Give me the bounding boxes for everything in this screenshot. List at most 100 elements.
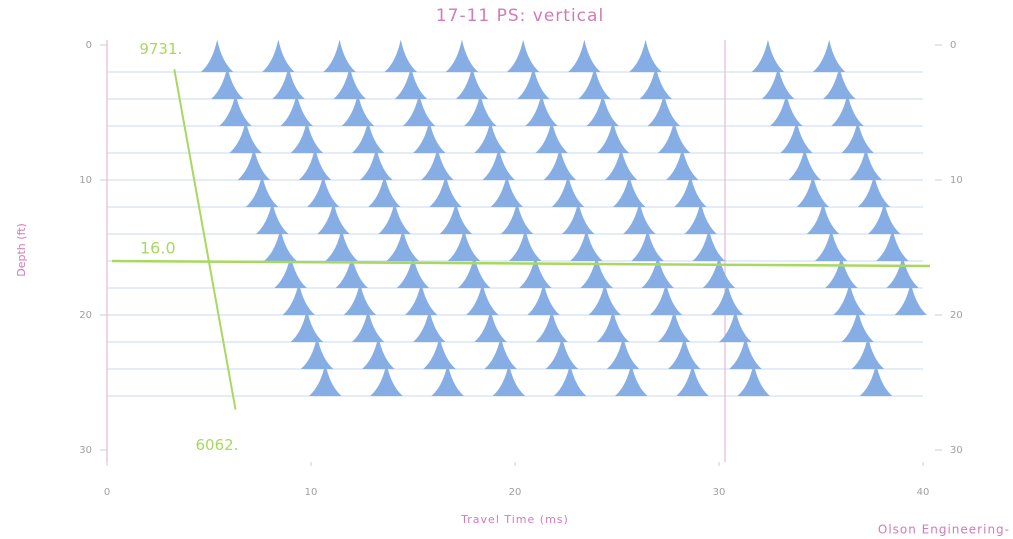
x-tick-label: 40 [917, 487, 930, 498]
wiggle-peak [641, 255, 675, 288]
wiggle-peak [796, 174, 830, 207]
wiggle-peak [431, 363, 464, 396]
wiggle-peak [429, 174, 462, 207]
wiggle-peak [280, 93, 314, 126]
wiggle-peak [525, 93, 558, 126]
wiggle-peak [851, 336, 885, 369]
wiggle-peak [886, 255, 919, 288]
wiggle-peak [535, 120, 569, 153]
wiggle-peak [386, 228, 420, 261]
y-tick-label: 10 [79, 175, 92, 186]
wiggle-peak [306, 174, 340, 207]
wiggle-peak [657, 120, 691, 153]
wiggle-peak [482, 147, 515, 180]
wiggle-peak [623, 201, 656, 234]
wiggle-peak [484, 336, 518, 369]
wiggle-peak [370, 363, 403, 396]
wiggle-peak [423, 336, 456, 369]
wiggle-peak [362, 336, 395, 369]
wiggle-peak [384, 39, 418, 72]
wiggle-peak [351, 120, 385, 153]
credit: Olson Engineering- [878, 523, 1010, 537]
wiggle-peak [867, 201, 901, 234]
wiggle-peak [631, 228, 664, 261]
wiggle-peak [508, 228, 542, 261]
wiggle-peak [729, 336, 762, 369]
wiggle-peak [335, 255, 369, 288]
wiggle-peak [341, 93, 375, 126]
wiggle-peak [588, 282, 622, 315]
wiggle-peak [447, 228, 481, 261]
wiggle-peak [517, 66, 550, 99]
wiggle-peak [825, 255, 858, 288]
wiggle-peak [702, 255, 736, 288]
wiggle-peak [647, 93, 681, 126]
wiggle-peak [823, 66, 856, 99]
wiggle-peak [394, 66, 428, 99]
depth-label: 16.0 [140, 239, 176, 258]
wiggle-peak [464, 93, 497, 126]
wiggle-peak [676, 363, 709, 396]
wiggle-peak [684, 201, 717, 234]
wiggle-peak [649, 282, 683, 315]
wiggle-peak [317, 201, 350, 234]
wiggle-peak [325, 228, 358, 261]
wiggle-peak [421, 147, 454, 180]
depth-line [111, 259, 931, 268]
wiggle-peak [674, 174, 707, 207]
wiggle-peak [580, 255, 613, 288]
wiggle-peak [229, 120, 263, 153]
velocity-line [173, 69, 237, 410]
wiggle-peak [831, 93, 864, 126]
wiggle-peak [404, 282, 438, 315]
wiggle-peak [551, 174, 585, 207]
wiggle-peak [614, 363, 648, 396]
x-tick-label: 20 [509, 487, 522, 498]
wiggle-peak [841, 120, 875, 153]
wiggle-peak [333, 66, 367, 99]
wiggle-peak [439, 201, 473, 234]
wiggle-peak [814, 228, 848, 261]
wiggle-peak [351, 309, 385, 342]
wiggle-peak [812, 39, 846, 72]
x-tick-label: 0 [104, 487, 110, 498]
wiggle-peak [751, 39, 785, 72]
wiggle-peak [492, 363, 526, 396]
wiggle-peak [788, 147, 821, 180]
wiggle-peak [413, 309, 446, 342]
wiggle-peak [859, 363, 893, 396]
wiggle-peak [211, 66, 244, 99]
y-tick-label-right: 10 [950, 175, 963, 186]
wiggle-peak [761, 66, 795, 99]
wiggle-peak [457, 255, 491, 288]
wiggle-peak [445, 39, 479, 72]
wiggle-peak [506, 39, 540, 72]
wiggle-peak [596, 309, 630, 342]
wiggle-peak [274, 255, 307, 288]
wiggle-peak [553, 363, 587, 396]
wiggle-peak [402, 93, 436, 126]
wiggle-peak [455, 66, 489, 99]
wiggle-peak [857, 174, 891, 207]
wiggle-peak [474, 309, 507, 342]
wiggle-peak [245, 174, 279, 207]
wiggle-peak [308, 363, 342, 396]
x-axis-label: Travel Time (ms) [460, 513, 569, 526]
wiggle-peak [806, 201, 840, 234]
wiggle-peak [737, 363, 770, 396]
wiggle-peak [657, 309, 691, 342]
wiggle-peak [841, 309, 875, 342]
y-tick-label-right: 0 [950, 40, 956, 51]
wiggle-peak [378, 201, 411, 234]
wiggle-peak [298, 147, 332, 180]
wiggle-peak [894, 282, 928, 315]
wiggle-peak [639, 66, 673, 99]
wiggle-peak [368, 174, 401, 207]
wiggle-peak [300, 336, 334, 369]
wiggle-peak [629, 39, 662, 72]
wiggle-peak [237, 147, 271, 180]
wiggle-peak [500, 201, 534, 234]
y-tick-label-right: 30 [950, 445, 963, 456]
y-axis-label: Depth (ft) [15, 223, 28, 277]
